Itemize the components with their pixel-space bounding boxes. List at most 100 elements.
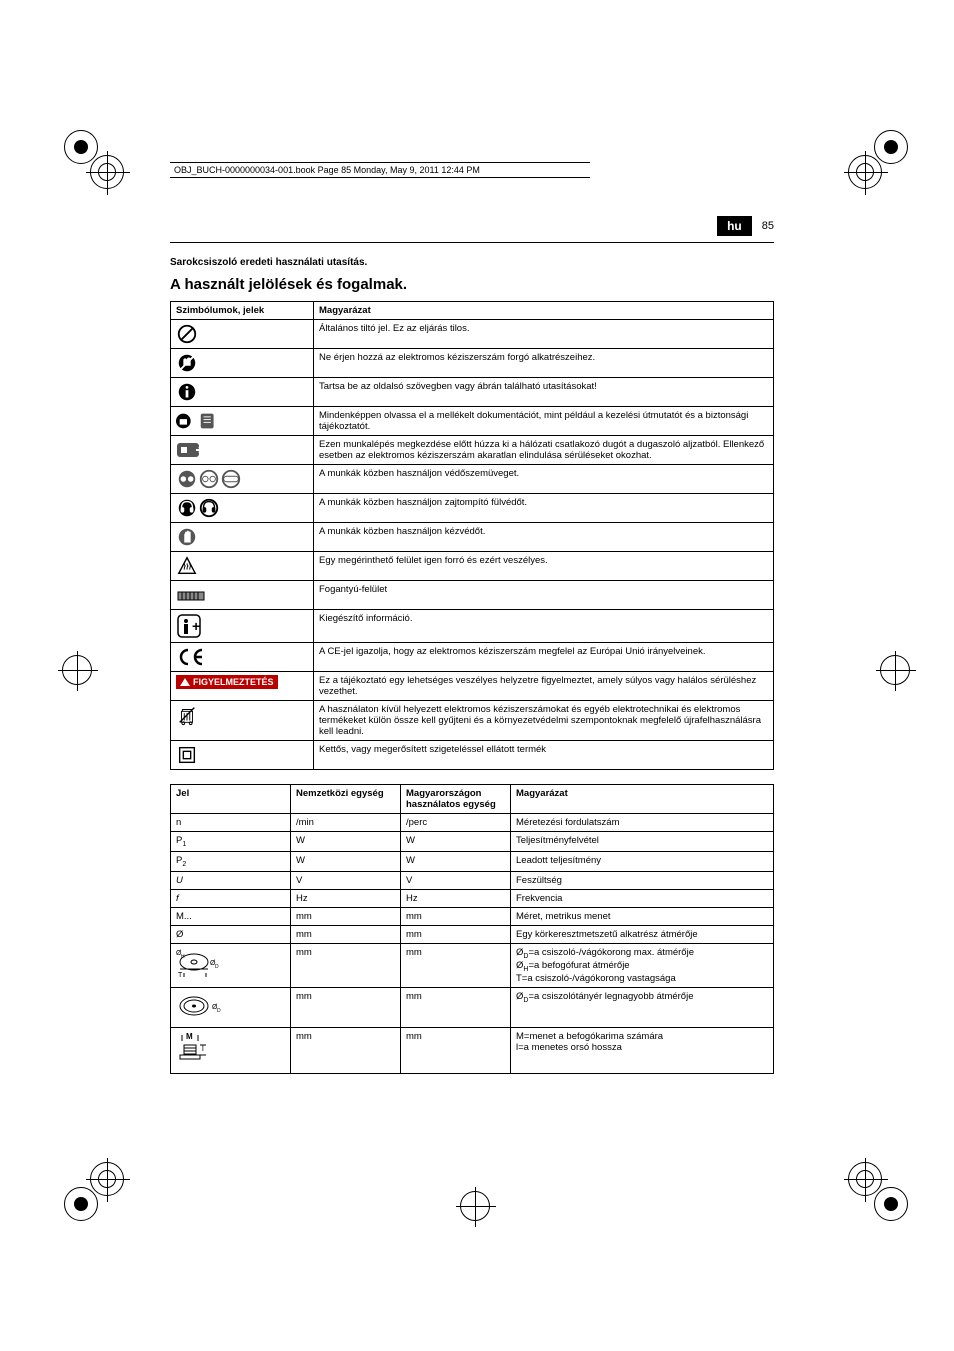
table-cell: ØD=a csiszolótányér legnagyobb átmérője — [511, 987, 774, 1027]
registration-mark-mid — [880, 655, 910, 685]
table-cell: A munkák közben használjon védőszemüvege… — [314, 465, 774, 494]
table-row: Ne érjen hozzá az elektromos kéziszerszá… — [171, 349, 774, 378]
subtitle: Sarokcsiszoló eredeti használati utasítá… — [170, 257, 774, 268]
grip-icon — [171, 581, 314, 610]
table-cell: W — [401, 851, 511, 871]
table-header: Jel — [171, 785, 291, 814]
svg-text:D: D — [217, 1008, 221, 1014]
table-cell: Hz — [401, 889, 511, 907]
crop-mark-corner — [64, 1187, 98, 1221]
table-row: A munkák közben használjon védőszemüvege… — [171, 465, 774, 494]
table-row: UVVFeszültség — [171, 871, 774, 889]
table-header: Magyarországon használatos egység — [401, 785, 511, 814]
hot-icon — [171, 552, 314, 581]
table-cell: Leadott teljesítmény — [511, 851, 774, 871]
table-row: A munkák közben használjon kézvédőt. — [171, 523, 774, 552]
table-row: Egy megérinthető felület igen forró és e… — [171, 552, 774, 581]
table-cell: Ø — [171, 925, 291, 943]
table-row: Fogantyú-felület — [171, 581, 774, 610]
readdocs-icon — [171, 407, 314, 436]
extra-icon: + — [171, 610, 314, 643]
table-cell: mm — [291, 907, 401, 925]
ears-icon — [171, 494, 314, 523]
table-cell: M... — [171, 907, 291, 925]
registration-mark — [90, 1162, 124, 1196]
table-row: ØHØDTmmmmØD=a csiszoló-/vágókorong max. … — [171, 943, 774, 987]
svg-text:D: D — [215, 964, 219, 970]
table-cell: P1 — [171, 832, 291, 852]
table-row: A használaton kívül helyezett elektromos… — [171, 701, 774, 741]
unit-table: Jel Nemzetközi egység Magyarországon has… — [170, 784, 774, 1074]
gloves-icon — [171, 523, 314, 552]
table-cell: ØHØDT — [171, 943, 291, 987]
table-cell: Egy körkeresztmetszetű alkatrész átmérőj… — [511, 925, 774, 943]
table-cell: Ez a tájékoztató egy lehetséges veszélye… — [314, 672, 774, 701]
svg-text:H: H — [181, 954, 185, 960]
table-cell: /min — [291, 814, 401, 832]
table-cell: A munkák közben használjon zajtompító fü… — [314, 494, 774, 523]
table-cell: ØD=a csiszoló-/vágókorong max. átmérőjeØ… — [511, 943, 774, 987]
table-row: Ezen munkalépés megkezdése előtt húzza k… — [171, 436, 774, 465]
svg-text:M: M — [186, 1032, 193, 1041]
table-cell: M=menet a befogókarima számáral=a menete… — [511, 1027, 774, 1073]
table-cell: V — [291, 871, 401, 889]
table-cell: Tartsa be az oldalsó szövegben vagy ábrá… — [314, 378, 774, 407]
table-row: Általános tiltó jel. Ez az eljárás tilos… — [171, 320, 774, 349]
ce-icon — [171, 643, 314, 672]
table-cell: mm — [291, 925, 401, 943]
table-row: Tartsa be az oldalsó szövegben vagy ábrá… — [171, 378, 774, 407]
table-row: Mindenképpen olvassa el a mellékelt doku… — [171, 407, 774, 436]
weee-icon — [171, 701, 314, 741]
table-row: A CE-jel igazolja, hogy az elektromos ké… — [171, 643, 774, 672]
language-tag: hu — [717, 216, 752, 236]
table-cell: Teljesítményfelvétel — [511, 832, 774, 852]
table-cell: mm — [401, 925, 511, 943]
table-cell: Általános tiltó jel. Ez az eljárás tilos… — [314, 320, 774, 349]
table-cell: mm — [291, 943, 401, 987]
registration-mark — [90, 155, 124, 189]
table-cell: A munkák közben használjon kézvédőt. — [314, 523, 774, 552]
table-row: ØDmmmmØD=a csiszolótányér legnagyobb átm… — [171, 987, 774, 1027]
table-header: Szimbólumok, jelek — [171, 302, 314, 320]
table-cell: /perc — [401, 814, 511, 832]
prohibit-icon — [171, 320, 314, 349]
table-cell: Hz — [291, 889, 401, 907]
table-row: Kettős, vagy megerősített szigeteléssel … — [171, 741, 774, 770]
table-cell: Méret, metrikus menet — [511, 907, 774, 925]
svg-text:T: T — [178, 972, 183, 979]
table-cell: Ml — [171, 1027, 291, 1073]
table-cell: mm — [291, 987, 401, 1027]
table-cell: ØD — [171, 987, 291, 1027]
table-cell: W — [291, 851, 401, 871]
table-cell: Méretezési fordulatszám — [511, 814, 774, 832]
table-cell: Kettős, vagy megerősített szigeteléssel … — [314, 741, 774, 770]
table-cell: U — [171, 871, 291, 889]
registration-mark — [848, 155, 882, 189]
registration-mark — [848, 1162, 882, 1196]
table-row: P2WWLeadott teljesítmény — [171, 851, 774, 871]
table-row: FIGYELMEZTETÉSEz a tájékoztató egy lehet… — [171, 672, 774, 701]
eyes-icon — [171, 465, 314, 494]
svg-text:+: + — [192, 618, 200, 634]
warn-icon: FIGYELMEZTETÉS — [171, 672, 314, 701]
crop-mark-corner — [874, 1187, 908, 1221]
page-number: 85 — [762, 220, 774, 232]
table-cell: V — [401, 871, 511, 889]
table-cell: P2 — [171, 851, 291, 871]
class2-icon — [171, 741, 314, 770]
crop-mark-corner — [64, 130, 98, 164]
table-cell: A CE-jel igazolja, hogy az elektromos ké… — [314, 643, 774, 672]
info-icon — [171, 378, 314, 407]
book-header: OBJ_BUCH-0000000034-001.book Page 85 Mon… — [170, 162, 590, 178]
notouch-icon — [171, 349, 314, 378]
table-row: fHzHzFrekvencia — [171, 889, 774, 907]
table-cell: Frekvencia — [511, 889, 774, 907]
table-cell: mm — [401, 943, 511, 987]
table-header: Magyarázat — [314, 302, 774, 320]
table-row: P1WWTeljesítményfelvétel — [171, 832, 774, 852]
table-cell: Fogantyú-felület — [314, 581, 774, 610]
table-cell: Mindenképpen olvassa el a mellékelt doku… — [314, 407, 774, 436]
table-cell: mm — [291, 1027, 401, 1073]
page-title: A használt jelölések és fogalmak. — [170, 276, 774, 293]
table-cell: Egy megérinthető felület igen forró és e… — [314, 552, 774, 581]
